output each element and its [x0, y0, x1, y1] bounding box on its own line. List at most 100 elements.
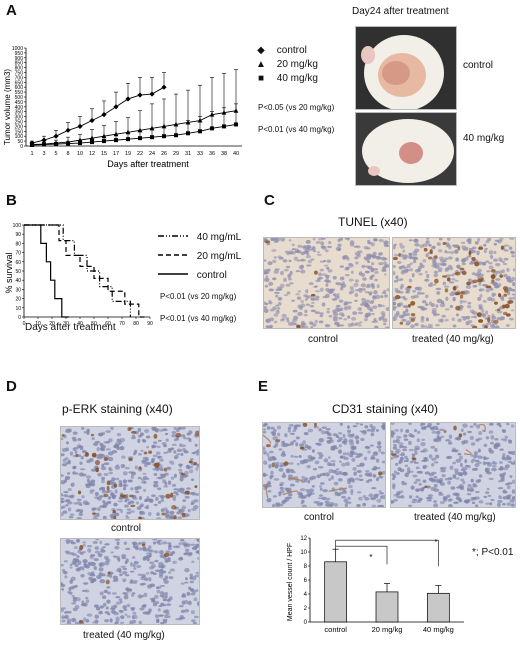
panel-letter-c: C: [264, 192, 275, 209]
nucleus: [133, 567, 137, 570]
nucleus: [377, 504, 382, 507]
nucleus: [129, 570, 135, 573]
nucleus: [267, 484, 272, 488]
nucleus: [318, 437, 324, 443]
nucleus: [438, 491, 443, 495]
y-tick-label: 200: [15, 124, 24, 130]
nucleus: [121, 455, 126, 459]
nucleus: [396, 278, 402, 282]
cd31-label-treated: treated (40 mg/kg): [414, 512, 496, 523]
x-tick-label: 90: [147, 321, 153, 327]
nucleus: [461, 262, 467, 266]
nucleus: [378, 490, 382, 493]
nucleus: [393, 265, 397, 268]
stained-cell: [399, 321, 404, 325]
nucleus: [499, 448, 504, 451]
nucleus: [324, 323, 331, 328]
nucleus: [116, 541, 120, 546]
nucleus: [115, 596, 121, 599]
nucleus: [343, 498, 348, 503]
nucleus: [263, 446, 266, 451]
stained-cell: [103, 457, 109, 462]
data-point: [162, 134, 166, 139]
nucleus: [172, 497, 176, 502]
nucleus: [358, 324, 362, 327]
stained-cell: [461, 270, 467, 276]
nucleus: [365, 285, 371, 288]
stained-cell: [283, 461, 289, 466]
nucleus: [159, 458, 164, 462]
nucleus: [263, 431, 267, 434]
nucleus: [361, 300, 367, 305]
nucleus: [190, 588, 195, 592]
nucleus: [339, 265, 345, 268]
nucleus: [124, 466, 130, 470]
nucleus: [137, 573, 143, 576]
nucleus: [299, 443, 304, 448]
nucleus: [308, 282, 314, 286]
nucleus: [62, 505, 66, 509]
nucleus: [74, 604, 80, 610]
nucleus: [160, 495, 165, 501]
nucleus: [123, 595, 129, 600]
nucleus: [61, 463, 68, 467]
nucleus: [446, 242, 450, 247]
data-point: [54, 142, 58, 147]
nucleus: [71, 594, 75, 598]
nucleus: [69, 566, 73, 569]
nucleus: [315, 295, 320, 299]
x-tick-label: 40: [233, 151, 239, 157]
nucleus: [412, 289, 417, 293]
nucleus: [300, 264, 304, 269]
nucleus: [152, 483, 159, 488]
stained-cell: [503, 288, 509, 293]
nucleus: [448, 434, 453, 439]
nucleus: [420, 489, 424, 492]
stained-cell: [165, 493, 171, 499]
nucleus: [274, 291, 280, 295]
x-tick-label: 38: [221, 151, 227, 157]
nucleus: [156, 517, 162, 519]
nucleus: [416, 470, 422, 474]
pvalue-a-2: P<0.01 (vs 40 mg/kg): [258, 125, 335, 134]
stained-cell: [497, 308, 501, 312]
nucleus: [396, 261, 402, 264]
nucleus: [65, 428, 71, 434]
nucleus: [444, 308, 450, 311]
nucleus: [263, 423, 268, 427]
nucleus: [61, 615, 65, 620]
nucleus: [393, 301, 396, 306]
nucleus: [442, 260, 447, 263]
nucleus: [184, 474, 189, 477]
stained-cell: [427, 256, 433, 260]
legend-a-item-control: ◆ control: [256, 45, 318, 59]
legend-a-label: 40 mg/kg: [276, 73, 318, 84]
nucleus: [157, 608, 161, 612]
nucleus: [295, 424, 302, 428]
nucleus: [72, 431, 78, 435]
nucleus: [122, 605, 127, 610]
nucleus: [391, 457, 394, 460]
nucleus: [141, 481, 146, 484]
nucleus: [65, 441, 69, 445]
y-tick-label: 1000: [12, 46, 23, 52]
nucleus: [349, 441, 355, 446]
nucleus: [451, 317, 455, 321]
nucleus: [415, 466, 420, 470]
nucleus: [277, 301, 282, 306]
nucleus: [108, 466, 112, 471]
nucleus: [305, 239, 311, 244]
nucleus: [77, 560, 82, 565]
nucleus: [109, 574, 113, 578]
nucleus: [403, 434, 408, 438]
nucleus: [487, 494, 492, 497]
nucleus: [155, 586, 162, 589]
nucleus: [410, 295, 416, 299]
stained-cell: [153, 462, 160, 468]
stained-cell: [446, 277, 451, 282]
nucleus: [315, 298, 320, 301]
nucleus: [436, 430, 441, 435]
nucleus: [471, 272, 476, 276]
nucleus: [402, 310, 406, 314]
nucleus: [372, 466, 377, 471]
